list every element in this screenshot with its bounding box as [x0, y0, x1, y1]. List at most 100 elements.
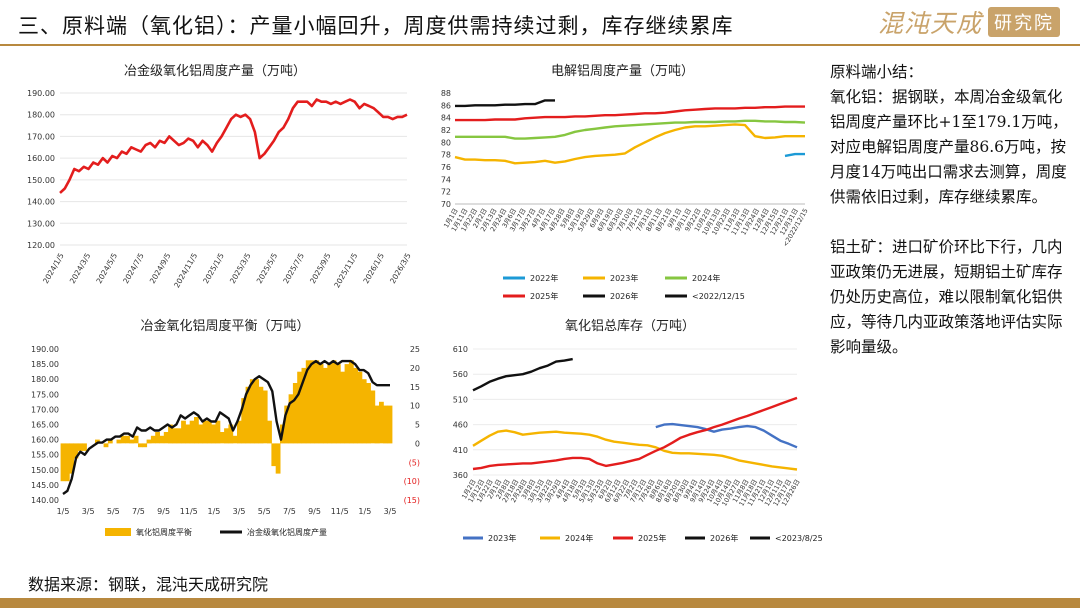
- x-tick-label: 2026/1/5: [361, 251, 386, 285]
- balance-bar: [249, 379, 255, 444]
- balance-bar: [159, 435, 165, 444]
- y-tick-label-right: (15): [404, 496, 420, 505]
- balance-bar: [142, 443, 148, 448]
- y-tick-label-right: 10: [410, 402, 420, 411]
- balance-bar: [82, 443, 87, 451]
- x-tick-label: 2025/11/5: [332, 251, 359, 289]
- balance-bar: [163, 432, 169, 444]
- summary-heading: 原料端小结：: [830, 63, 924, 81]
- chart-title: 电解铝周度产量（万吨）: [550, 64, 694, 79]
- y-tick-label: 360: [453, 471, 468, 480]
- series-line-2023年: [454, 123, 805, 165]
- balance-bar: [387, 405, 393, 444]
- balance-bar: [168, 424, 173, 444]
- y-tick-label-left: 155.00: [31, 451, 59, 460]
- chart-svg: 707274767880828486881月1日1月11日1月22日2月2日2月…: [441, 89, 810, 301]
- balance-bar: [155, 432, 160, 444]
- legend-label: 2026年: [610, 291, 638, 301]
- balance-bar: [125, 435, 130, 444]
- y-tick-label-right: (10): [404, 477, 420, 486]
- y-tick-label: 170.00: [27, 132, 55, 141]
- balance-bar: [181, 420, 186, 444]
- balance-bar: [254, 379, 259, 444]
- balance-bar: [314, 360, 320, 444]
- x-tick-label: 2025/3/5: [228, 251, 253, 285]
- x-tick-label: 9/5: [157, 507, 170, 516]
- series-line-2026年: [472, 357, 573, 392]
- chart-svg: 120.00 130.00 140.00 150.00 160.00 170.00 180.…: [27, 89, 413, 289]
- y-tick-label: 150.00: [27, 176, 55, 185]
- x-tick-label: 2026/3/5: [388, 251, 413, 285]
- balance-bar: [103, 443, 109, 448]
- balance-bar: [219, 432, 225, 444]
- y-tick-label: 76: [441, 163, 451, 172]
- chart-svg: 140.00 145.00 150.00 155.00 160.00 165.00 170.…: [31, 345, 420, 537]
- balance-bar: [202, 420, 208, 444]
- x-tick-label: 2024/3/5: [68, 251, 93, 285]
- balance-bar: [107, 439, 113, 444]
- x-tick-label: 11/5: [180, 507, 198, 516]
- balance-bar: [245, 386, 251, 444]
- balance-bar: [77, 443, 83, 451]
- legend-label: 2024年: [692, 273, 720, 283]
- balance-bar: [331, 360, 337, 444]
- y-tick-label: 190.00: [27, 89, 55, 98]
- balance-bar: [353, 367, 358, 444]
- y-tick-label: 140.00: [27, 198, 55, 207]
- balance-bar: [327, 364, 333, 444]
- x-tick-label: 5/5: [107, 507, 120, 516]
- y-tick-label: 86: [441, 101, 451, 110]
- x-tick-label: 1/5: [207, 507, 220, 516]
- y-tick-label: 410: [453, 446, 468, 455]
- header-divider: [0, 44, 1080, 46]
- logo-box-text: 研究院: [988, 7, 1060, 37]
- chart-title: 冶金氧化铝周度平衡（万吨）: [140, 319, 310, 334]
- x-tick-label: 3/5: [82, 507, 95, 516]
- x-tick-label: 3/5: [384, 507, 397, 516]
- y-tick-label: 120.00: [27, 241, 55, 250]
- balance-bar: [185, 424, 191, 444]
- y-tick-label-left: 185.00: [31, 360, 59, 369]
- y-tick-label: 130.00: [27, 219, 55, 228]
- balance-bar: [194, 417, 199, 444]
- balance-bar: [138, 443, 143, 448]
- x-tick-label: 2024/1/5: [41, 251, 66, 285]
- y-tick-label: 72: [441, 188, 451, 197]
- y-tick-label: 610: [453, 345, 468, 354]
- balance-bar: [357, 371, 363, 444]
- legend-label: 2023年: [610, 273, 638, 283]
- balance-bar: [215, 420, 221, 444]
- y-tick-label: 180.00: [27, 111, 55, 120]
- legend-label: 氧化铝周度平衡: [136, 527, 192, 537]
- balance-bar: [379, 401, 384, 444]
- balance-bar: [301, 367, 307, 444]
- x-tick-label: 9/5: [308, 507, 321, 516]
- x-tick-label: 2024/11/5: [172, 251, 199, 289]
- y-tick-label-right: (5): [409, 458, 420, 467]
- x-tick-label: 2024/5/5: [94, 251, 119, 285]
- balance-bar: [176, 428, 182, 444]
- x-tick-label: 2024/7/5: [121, 251, 146, 285]
- balance-bar: [206, 420, 212, 444]
- balance-bar: [262, 390, 268, 444]
- balance-bar: [95, 439, 100, 444]
- balance-bar: [374, 405, 380, 444]
- balance-bar: [370, 390, 376, 444]
- logo-main-text: 混沌天成: [877, 9, 982, 38]
- balance-bar: [383, 405, 389, 444]
- series-line-2024年: [472, 429, 798, 471]
- balance-bar: [129, 439, 135, 444]
- balance-bar: [288, 394, 294, 444]
- company-logo: 混沌天成 研究院: [878, 5, 1060, 39]
- y-tick-label: 74: [441, 175, 451, 184]
- legend-label: 冶金级氧化铝周度产量: [247, 527, 327, 537]
- y-tick-label: 510: [453, 395, 468, 404]
- x-tick-label: 7/5: [283, 507, 296, 516]
- chart-alumina-weekly-output: 冶金级氧化铝周度产量（万吨） 120.00 130.00 140.00 150.00 1…: [15, 60, 415, 295]
- legend-swatch: [105, 528, 131, 536]
- x-tick-label: 3/5: [233, 507, 246, 516]
- balance-bar: [241, 398, 247, 444]
- page-title: 三、原料端（氧化铝）：产量小幅回升，周度供需持续过剩，库存继续累库: [18, 14, 734, 38]
- series-line-output: [62, 359, 390, 495]
- y-tick-label-left: 190.00: [31, 345, 59, 354]
